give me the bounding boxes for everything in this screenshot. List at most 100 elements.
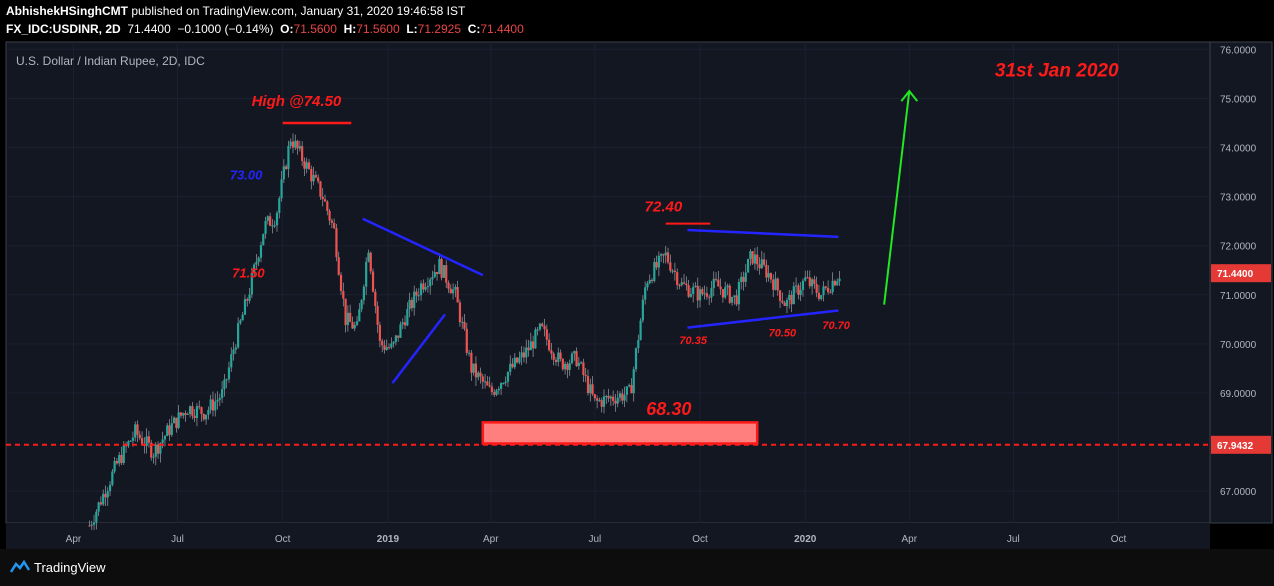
candle-body xyxy=(477,372,480,378)
candle-body xyxy=(698,289,702,301)
candle-body xyxy=(239,320,242,324)
candle-body xyxy=(749,251,752,259)
candle-body xyxy=(801,280,805,290)
candle-body xyxy=(781,300,784,303)
candle-body xyxy=(751,251,754,264)
candle-body xyxy=(99,502,103,505)
candle-body xyxy=(564,363,567,370)
candle-body xyxy=(522,352,526,358)
candle-body xyxy=(269,216,272,226)
candle-body xyxy=(353,324,356,329)
candle-body xyxy=(726,285,729,288)
candle-body xyxy=(152,456,155,458)
candle-body xyxy=(511,363,514,368)
level-73-annotation: 73.00 xyxy=(230,167,263,182)
candle-body xyxy=(561,358,564,370)
candle-body xyxy=(273,225,276,227)
candle-body xyxy=(319,181,322,197)
price-chart[interactable]: High @74.50 73.00 71.50 72.40 68.30 70.35 70.5… xyxy=(0,0,1274,549)
candle-body xyxy=(250,273,253,295)
time-axis[interactable] xyxy=(6,523,1210,549)
candle-body xyxy=(765,264,768,278)
candle-body xyxy=(799,289,802,295)
candle-body xyxy=(243,299,247,315)
high-value: 71.5600 xyxy=(356,22,400,36)
candle-body xyxy=(255,261,258,265)
candle-body xyxy=(820,295,823,299)
candle-body xyxy=(369,252,372,272)
low-label: L: xyxy=(406,22,418,36)
candle-body xyxy=(550,350,553,354)
candle-body xyxy=(694,285,697,288)
candle-body xyxy=(758,264,761,269)
candle-body xyxy=(465,328,468,353)
candle-body xyxy=(349,312,352,323)
candle-body xyxy=(776,278,779,291)
candle-body xyxy=(641,299,644,321)
brand-label[interactable]: TradingView xyxy=(34,560,106,575)
candle-body xyxy=(612,396,615,401)
candle-body xyxy=(454,287,457,290)
candle-body xyxy=(829,292,832,294)
candle-body xyxy=(291,141,295,148)
triangle-lower-line xyxy=(687,309,839,329)
candle-body xyxy=(200,407,203,414)
candle-body xyxy=(742,276,745,282)
time-tick-label: 2020 xyxy=(794,534,817,545)
candle-body xyxy=(365,261,368,287)
candle-body xyxy=(134,424,137,438)
candle-body xyxy=(621,393,624,401)
candle-body xyxy=(424,287,427,290)
candle-body xyxy=(246,299,249,301)
candle-body xyxy=(447,282,450,289)
candle-body xyxy=(257,257,260,262)
candle-body xyxy=(445,265,448,283)
candle-body xyxy=(355,321,359,325)
candle-body xyxy=(721,289,725,298)
candle-body xyxy=(502,383,505,385)
candle-body xyxy=(218,398,221,400)
candle-body xyxy=(333,222,336,229)
candle-body xyxy=(172,417,176,424)
time-tick-label: Oct xyxy=(275,534,291,545)
candle-body xyxy=(339,274,343,292)
publish-text: published on TradingView.com, January 31… xyxy=(128,4,466,18)
candle-body xyxy=(605,395,608,397)
price-tick-label: 74.0000 xyxy=(1220,144,1257,155)
candle-body xyxy=(344,298,347,326)
candle-body xyxy=(88,525,91,527)
time-tick-label: 2019 xyxy=(377,534,400,545)
author-name[interactable]: AbhishekHSinghCMT xyxy=(6,4,128,18)
candle-body xyxy=(170,423,173,435)
candle-body xyxy=(138,434,141,438)
candle-body xyxy=(481,376,484,382)
candle-body xyxy=(650,279,654,281)
price-tick-label: 75.0000 xyxy=(1220,94,1257,105)
candle-body xyxy=(147,436,151,443)
candle-body xyxy=(168,425,171,435)
candle-body xyxy=(634,348,638,370)
candle-body xyxy=(708,296,711,298)
plot-area[interactable] xyxy=(5,41,1211,524)
support-zone-box xyxy=(481,421,759,445)
candle-body xyxy=(744,272,747,282)
candle-body xyxy=(714,278,718,280)
candle-body xyxy=(278,198,281,213)
candle-body xyxy=(625,386,628,395)
candle-body xyxy=(104,493,107,498)
candle-body xyxy=(554,359,558,362)
candle-body xyxy=(351,322,354,329)
price-tick-label: 73.0000 xyxy=(1220,193,1257,204)
candle-body xyxy=(806,277,809,279)
candle-body xyxy=(682,282,686,284)
candle-body xyxy=(193,415,196,419)
candle-body xyxy=(525,347,528,358)
candle-body xyxy=(397,335,400,338)
candle-body xyxy=(804,277,807,281)
candle-body xyxy=(323,199,327,202)
candle-body xyxy=(712,278,715,289)
candle-body xyxy=(515,357,519,363)
candle-body xyxy=(486,381,489,386)
candle-body xyxy=(266,216,269,221)
candle-body xyxy=(310,168,313,182)
